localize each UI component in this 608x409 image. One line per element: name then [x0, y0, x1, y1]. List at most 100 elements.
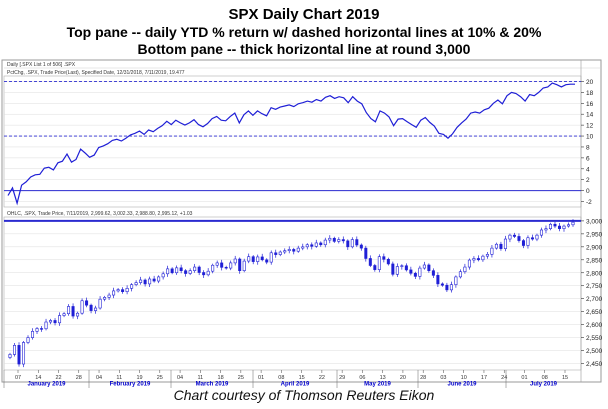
candle-body-up [62, 313, 66, 316]
bottom-y-tick-label: 2,450 [586, 361, 603, 368]
candle-body-up [67, 306, 71, 315]
candle-body-up [278, 251, 282, 255]
candle-body-up [269, 252, 273, 263]
candle-body-down [346, 240, 350, 248]
candlestick [517, 233, 521, 243]
candle-body-up [314, 242, 318, 247]
candlestick [260, 253, 264, 262]
candlestick [269, 250, 273, 265]
candlestick [494, 242, 498, 250]
candle-body-down [89, 304, 93, 311]
candle-body-up [328, 237, 332, 241]
candle-body-down [436, 275, 440, 285]
candle-body-down [517, 236, 521, 241]
candlestick [103, 295, 107, 302]
top-y-tick-label: 2 [586, 177, 590, 184]
candlestick [566, 222, 570, 228]
bottom-y-tick-label: 2,950 [586, 231, 603, 238]
candlestick [458, 269, 462, 279]
candlestick [319, 241, 323, 247]
candle-body-down [310, 244, 314, 247]
chart-subtitle-bottom: Bottom pane -- thick horizontal line at … [137, 41, 471, 57]
chart-subtitle-top: Top pane -- daily YTD % return w/ dashed… [66, 24, 542, 40]
candlestick [170, 267, 174, 275]
candlestick [481, 254, 485, 262]
candle-body-up [422, 264, 426, 269]
candlestick [463, 263, 467, 274]
candle-body-down [251, 256, 255, 262]
x-day-label: 20 [400, 375, 406, 381]
chart-title: SPX Daily Chart 2019 [228, 6, 380, 23]
candle-body-up [508, 234, 512, 240]
candlestick [80, 298, 84, 315]
candle-body-up [485, 254, 489, 257]
bottom-y-tick-label: 2,750 [586, 283, 603, 290]
candlestick [368, 255, 372, 268]
candlestick [449, 281, 453, 293]
candlestick [395, 263, 399, 277]
candlestick [121, 287, 125, 294]
ytd-return-line [7, 82, 575, 206]
bottom-y-tick-label: 2,500 [586, 348, 603, 355]
candlestick [152, 275, 156, 283]
x-day-label: 08 [542, 375, 548, 381]
candle-body-up [535, 234, 539, 240]
candlestick [58, 312, 62, 326]
candle-body-up [544, 228, 548, 231]
x-month-label: February 2019 [110, 382, 151, 388]
candle-body-down [445, 284, 449, 291]
candle-body-up [134, 282, 138, 285]
candle-body-up [463, 266, 467, 273]
candle-body-up [157, 276, 161, 282]
candlestick [31, 328, 35, 340]
candlestick [233, 255, 237, 266]
candlestick [301, 243, 305, 251]
x-day-label: 04 [96, 375, 102, 381]
candlestick [386, 257, 390, 266]
candle-body-down [355, 239, 359, 246]
candlestick [337, 237, 341, 244]
bottom-y-tick-label: 2,800 [586, 270, 603, 277]
bottom-y-tick-label: 2,850 [586, 257, 603, 264]
candlestick [409, 266, 413, 276]
candle-body-up [256, 256, 260, 262]
candlestick [355, 236, 359, 248]
candle-body-up [566, 224, 570, 227]
candle-body-up [481, 255, 485, 261]
x-day-label: 22 [55, 375, 61, 381]
candlestick [166, 265, 170, 277]
x-day-label: 28 [420, 375, 426, 381]
candle-body-up [107, 294, 111, 298]
candle-body-down [332, 237, 336, 242]
candle-body-down [341, 239, 345, 242]
candlestick [364, 245, 368, 262]
candlestick [247, 253, 251, 264]
candlestick [193, 263, 197, 273]
candlestick [202, 270, 206, 278]
candlestick [251, 255, 255, 265]
candlestick [314, 239, 318, 248]
candlestick [521, 239, 525, 249]
candlestick [26, 335, 30, 345]
candlestick [341, 236, 345, 244]
candlestick [98, 296, 102, 310]
candlestick [283, 248, 287, 255]
candle-body-up [539, 229, 543, 236]
candle-body-down [413, 272, 417, 277]
candle-body-down [499, 243, 503, 249]
x-day-label: 15 [299, 375, 305, 381]
candlestick [553, 221, 557, 229]
candlestick [35, 326, 39, 334]
candle-body-up [31, 331, 35, 338]
candlestick [206, 268, 210, 277]
x-day-label: 25 [238, 375, 244, 381]
candlestick [256, 254, 260, 265]
candlestick [89, 303, 93, 314]
x-day-label: 10 [461, 375, 467, 381]
candlestick [116, 288, 120, 293]
x-day-label: 01 [258, 375, 264, 381]
candlestick [157, 275, 161, 284]
candle-body-down [265, 259, 269, 263]
candlestick [535, 233, 539, 242]
candle-body-down [440, 283, 444, 286]
